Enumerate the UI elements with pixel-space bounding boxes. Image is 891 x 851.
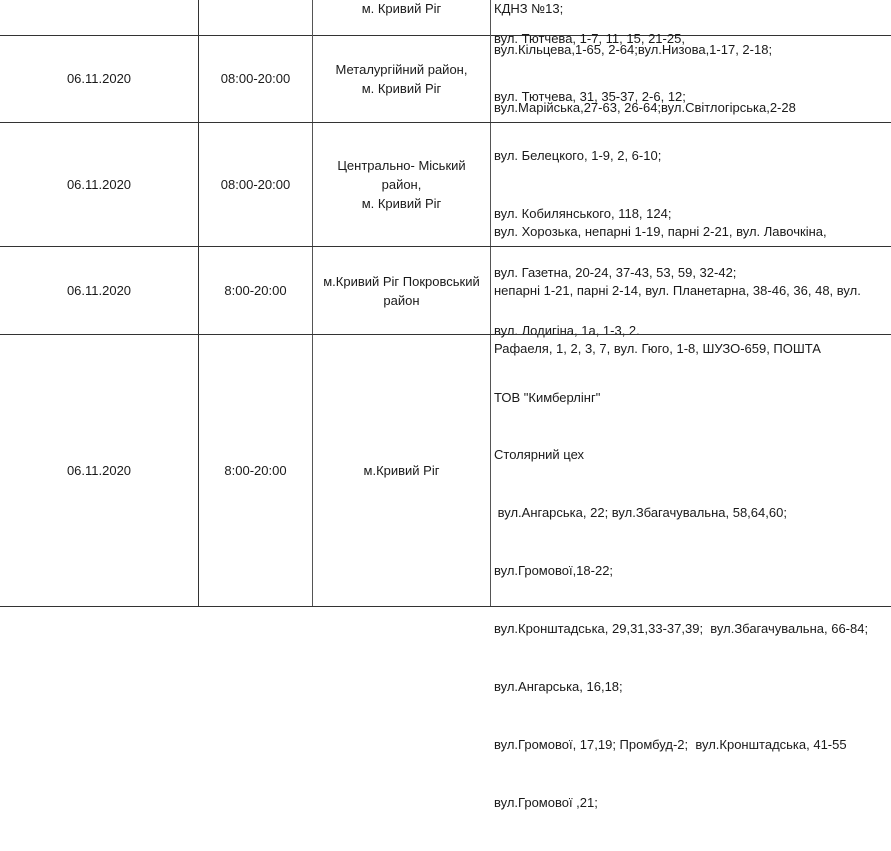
table-row: м. Кривий Ріг КДНЗ №13; xyxy=(0,0,891,36)
addresses-cell: КДНЗ №13; xyxy=(491,0,891,35)
district-cell: м.Кривий Ріг xyxy=(313,335,491,606)
table-row: 06.11.2020 08:00-20:00 Центрально- Міськ… xyxy=(0,31,891,339)
time-cell xyxy=(199,0,313,35)
address-line: вул. Белецкого, 1-9, 2, 6-10; xyxy=(494,147,662,163)
district-text: район, xyxy=(381,177,422,192)
address-line: вул.Ангарська, 22; вул.Збагачувальна, 58… xyxy=(494,505,787,521)
addresses-cell: вул. Тютчева, 1-7, 11, 15, 21-25, вул. Т… xyxy=(491,31,891,339)
address-line: непарні 1-21, парні 2-14, вул. Планетарн… xyxy=(494,282,861,298)
district-text: м.Кривий Ріг xyxy=(363,463,440,478)
address-line: вул. Тютчева, 31, 35-37, 2-6, 12; xyxy=(494,89,686,104)
district-text: м. Кривий Ріг xyxy=(361,1,442,16)
address-line: вул.Ангарська, 16,18; xyxy=(494,679,623,695)
date-cell: 06.11.2020 xyxy=(0,335,199,606)
address-line: вул. Тютчева, 1-7, 11, 15, 21-25, xyxy=(494,30,685,46)
address-line: вул.Громової, 17,19; Промбуд-2; вул.Крон… xyxy=(494,736,847,752)
time-cell: 08:00-20:00 xyxy=(199,123,313,246)
address-line: вул. Хорозька, непарні 1-19, парні 2-21,… xyxy=(494,224,827,240)
address-line: вул. Газетна, 20-24, 37-43, 53, 59, 32-4… xyxy=(494,264,737,280)
address-line: вул.Громової ,21; xyxy=(494,794,598,810)
table-row: 06.11.2020 08:00-20:00 Металургійний рай… xyxy=(0,35,891,123)
district-cell: Металургійний район, м. Кривий Ріг xyxy=(313,35,491,122)
table-row: 06.11.2020 8:00-20:00 м.Кривий Ріг ТОВ "… xyxy=(0,335,891,810)
district-text: м. Кривий Ріг xyxy=(361,80,442,96)
district-cell: м.Кривий Ріг Покровський район xyxy=(313,247,491,334)
district-text: район xyxy=(383,292,420,308)
district-cell: Центрально- Міський район, м. Кривий Ріг xyxy=(313,123,491,246)
addresses-cell: вул. Хорозька, непарні 1-19, парні 2-21,… xyxy=(491,224,891,356)
date-cell xyxy=(0,0,199,35)
address-line: вул.Марійська,27-63, 26-64;вул.Світлогір… xyxy=(494,100,796,115)
date-cell: 06.11.2020 xyxy=(0,123,199,246)
time-cell: 8:00-20:00 xyxy=(199,247,313,334)
date-cell: 06.11.2020 xyxy=(0,35,199,122)
address-line: Рафаеля, 1, 2, 3, 7, вул. Гюго, 1-8, ШУЗ… xyxy=(494,341,821,357)
district-text: Центрально- Міський xyxy=(337,158,466,173)
address-line: ТОВ "Кимберлінг" xyxy=(494,389,601,405)
time-cell: 08:00-20:00 xyxy=(199,35,313,122)
district-cell: м. Кривий Ріг xyxy=(313,0,491,35)
date-cell: 06.11.2020 xyxy=(0,247,199,334)
address-line: Столярний цех xyxy=(494,447,585,463)
address-line: вул.Кільцева,1-65, 2-64;вул.Низова,1-17,… xyxy=(494,41,773,57)
address-line: вул.Кронштадська, 29,31,33-37,39; вул.Зб… xyxy=(494,621,869,637)
addresses-cell: ТОВ "Кимберлінг" Столярний цех вул.Ангар… xyxy=(491,335,891,810)
district-text: м.Кривий Ріг Покровський xyxy=(323,273,480,289)
time-cell: 8:00-20:00 xyxy=(199,335,313,606)
address-line: вул. Кобилянського, 118, 124; xyxy=(494,206,672,221)
district-text: м. Кривий Ріг xyxy=(361,196,442,211)
table-row: 06.11.2020 8:00-20:00 м.Кривий Ріг Покро… xyxy=(0,224,891,356)
district-text: Металургійний район, xyxy=(335,61,468,77)
address-line: вул.Громової,18-22; xyxy=(494,563,614,579)
address-line: КДНЗ №13; xyxy=(494,1,564,16)
addresses-cell: вул.Кільцева,1-65, 2-64;вул.Низова,1-17,… xyxy=(491,35,891,122)
